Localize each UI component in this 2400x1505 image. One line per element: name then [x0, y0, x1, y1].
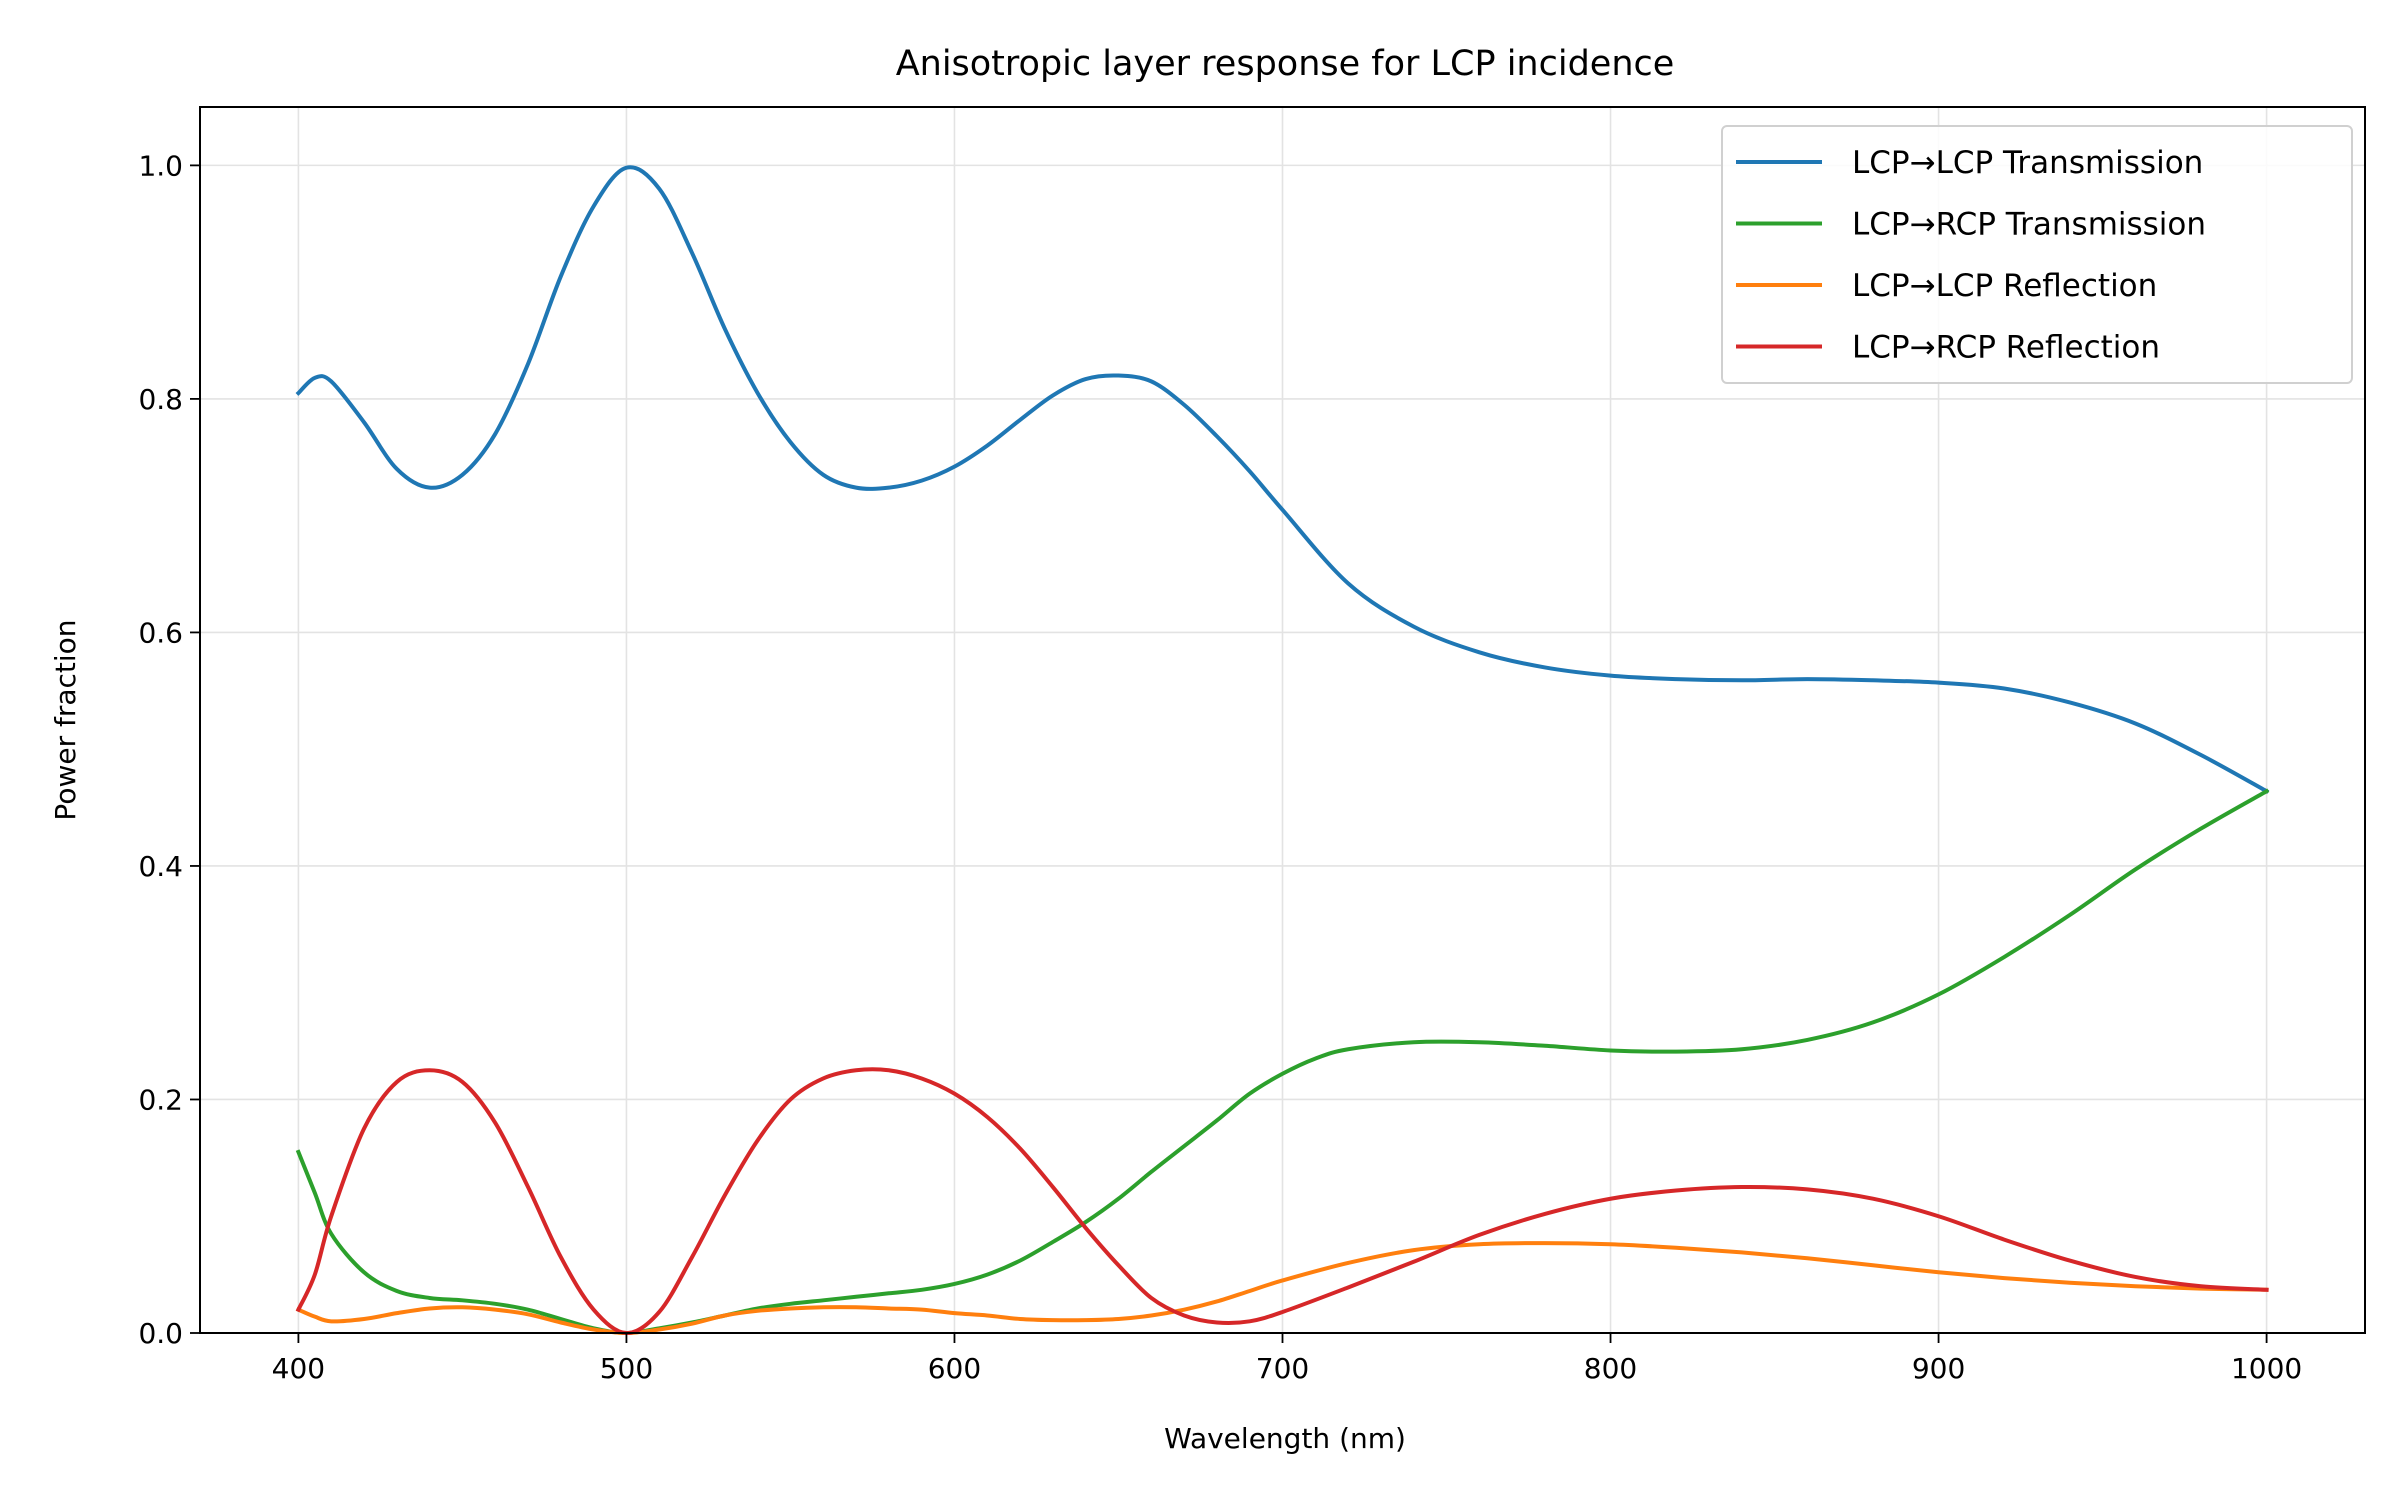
series-line-4 [295, 1067, 2269, 1335]
x-tick-label: 400 [272, 1352, 325, 1385]
legend-label-1: LCP→LCP Transmission [1852, 145, 2203, 181]
x-tick-label: 600 [928, 1352, 981, 1385]
series-lines [295, 165, 2270, 1335]
y-tick-label: 0.0 [138, 1317, 183, 1350]
y-tick-label: 0.6 [138, 616, 183, 649]
legend-label-3: LCP→LCP Reflection [1852, 268, 2157, 304]
y-tick-label: 1.0 [138, 149, 183, 182]
y-tick-label: 0.8 [138, 383, 183, 416]
x-tick-label: 1000 [2231, 1352, 2302, 1385]
legend-box [1721, 125, 2353, 384]
legend-label-2: LCP→RCP Transmission [1852, 207, 2206, 243]
x-tick-label: 500 [600, 1352, 653, 1385]
x-tick-label: 800 [1584, 1352, 1637, 1385]
x-tick-label: 900 [1912, 1352, 1965, 1385]
y-tick-label: 0.2 [138, 1083, 183, 1116]
x-axis-label: Wavelength (nm) [1164, 1422, 1406, 1455]
x-tick-label: 700 [1256, 1352, 1309, 1385]
chart-title: Anisotropic layer response for LCP incid… [896, 44, 1675, 84]
axis-ticks: 400 500 600 700 800 900 1000 0.0 0.2 0.4 0.6 0.8 1.0 [138, 149, 2302, 1385]
series-line-3 [295, 1241, 2269, 1335]
y-tick-label: 0.4 [138, 850, 183, 883]
legend-label-4: LCP→RCP Reflection [1852, 330, 2160, 366]
series-line-2 [295, 788, 2270, 1335]
series-line-1 [295, 165, 2270, 794]
legend: LCP→LCP Transmission LCP→RCP Transmission… [1721, 125, 2353, 384]
y-axis-label: Power fraction [49, 619, 82, 820]
